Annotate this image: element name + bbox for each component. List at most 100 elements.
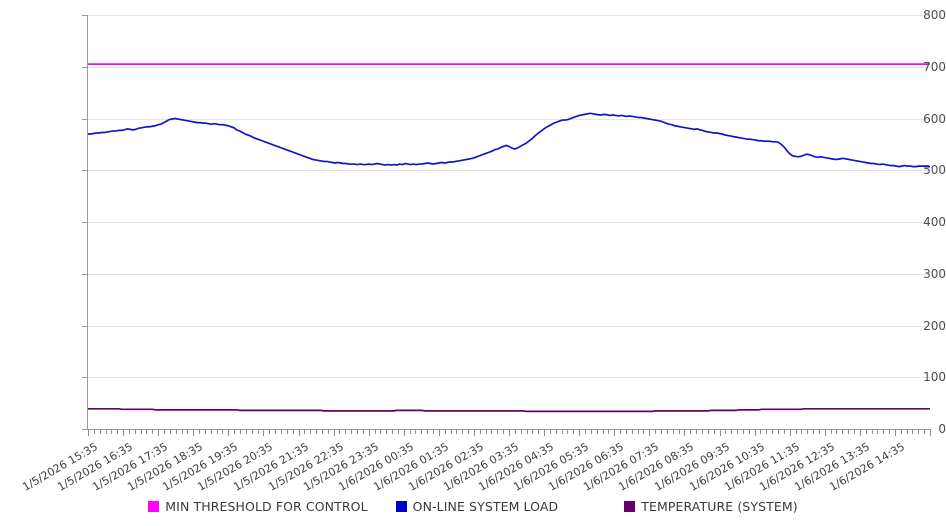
x-tick-mark-minor xyxy=(152,430,153,434)
x-tick-mark-major xyxy=(334,430,335,436)
legend-label: MIN THRESHOLD FOR CONTROL xyxy=(165,498,368,514)
x-tick-mark-minor xyxy=(240,430,241,434)
x-tick-mark-minor xyxy=(708,430,709,434)
x-tick-mark-minor xyxy=(281,430,282,434)
gridline-300 xyxy=(88,273,930,275)
x-tick-mark-minor xyxy=(591,430,592,434)
x-tick-mark-minor xyxy=(322,430,323,434)
legend-entry[interactable]: MIN THRESHOLD FOR CONTROL xyxy=(148,498,368,514)
y-tick-mark-400 xyxy=(82,222,88,223)
x-tick-mark-minor xyxy=(842,430,843,434)
x-tick-mark-major xyxy=(404,430,405,436)
x-tick-mark-minor xyxy=(532,430,533,434)
x-tick-mark-minor xyxy=(410,430,411,434)
x-tick-mark-minor xyxy=(550,430,551,434)
x-tick-mark-major xyxy=(649,430,650,436)
x-tick-mark-minor xyxy=(351,430,352,434)
x-tick-mark-minor xyxy=(807,430,808,434)
x-tick-mark-major xyxy=(123,430,124,436)
x-tick-mark-major xyxy=(895,430,896,436)
series-line xyxy=(88,113,930,166)
x-tick-mark-minor xyxy=(129,430,130,434)
x-tick-mark-minor xyxy=(889,430,890,434)
x-tick-mark-minor xyxy=(515,430,516,434)
x-tick-mark-minor xyxy=(585,430,586,434)
x-tick-mark-major xyxy=(579,430,580,436)
y-tick-label-700: 700 xyxy=(923,59,946,74)
y-tick-mark-100 xyxy=(82,377,88,379)
x-tick-mark-minor xyxy=(497,430,498,434)
y-tick-label-500: 500 xyxy=(923,163,946,178)
x-tick-mark-minor xyxy=(421,430,422,434)
x-tick-mark-minor xyxy=(503,430,504,434)
legend-swatch-icon xyxy=(395,500,407,512)
x-tick-mark-minor xyxy=(620,430,621,434)
x-tick-mark-minor xyxy=(94,430,95,434)
y-tick-label-0: 0 xyxy=(938,422,946,436)
x-tick-mark-minor xyxy=(486,430,487,434)
series-line xyxy=(88,409,930,412)
x-tick-mark-minor xyxy=(106,430,107,434)
x-tick-mark-major xyxy=(614,430,615,436)
x-tick-mark-minor xyxy=(445,430,446,434)
x-tick-mark-minor xyxy=(696,430,697,434)
x-tick-mark-major xyxy=(825,430,826,436)
x-tick-mark-minor xyxy=(901,430,902,434)
x-tick-mark-minor xyxy=(205,430,206,434)
x-tick-mark-minor xyxy=(527,430,528,434)
x-tick-mark-major xyxy=(474,430,475,436)
plot-area xyxy=(88,15,930,429)
x-tick-mark-minor xyxy=(907,430,908,434)
x-tick-mark-minor xyxy=(737,430,738,434)
x-tick-mark-minor xyxy=(293,430,294,434)
x-tick-mark-minor xyxy=(743,430,744,434)
x-tick-mark-minor xyxy=(673,430,674,434)
legend-entry[interactable]: ON-LINE SYSTEM LOAD xyxy=(395,499,559,514)
x-tick-mark-minor xyxy=(655,430,656,434)
x-tick-mark-minor xyxy=(562,430,563,434)
x-tick-mark-minor xyxy=(222,430,223,434)
x-tick-mark-minor xyxy=(801,430,802,434)
x-tick-mark-minor xyxy=(246,430,247,434)
x-tick-mark-minor xyxy=(766,430,767,434)
x-tick-mark-major xyxy=(88,430,89,436)
series-layer xyxy=(88,15,930,429)
x-tick-mark-major xyxy=(158,430,159,436)
x-tick-mark-minor xyxy=(304,430,305,434)
gridline-400 xyxy=(88,222,930,223)
x-tick-mark-minor xyxy=(141,430,142,434)
x-tick-mark-major xyxy=(544,430,545,436)
x-tick-mark-minor xyxy=(813,430,814,434)
x-tick-mark-minor xyxy=(714,430,715,434)
legend-swatch-icon xyxy=(148,500,160,512)
x-tick-mark-minor xyxy=(456,430,457,434)
x-tick-mark-minor xyxy=(427,430,428,434)
x-tick-mark-minor xyxy=(328,430,329,434)
x-tick-mark-major xyxy=(369,430,370,436)
x-tick-mark-minor xyxy=(170,430,171,434)
x-tick-mark-minor xyxy=(556,430,557,434)
x-tick-mark-minor xyxy=(269,430,270,434)
x-tick-mark-minor xyxy=(778,430,779,434)
x-tick-mark-minor xyxy=(760,430,761,434)
x-tick-mark-minor xyxy=(872,430,873,434)
x-tick-mark-major xyxy=(860,430,861,436)
y-tick-mark-700 xyxy=(82,66,88,68)
x-tick-mark-minor xyxy=(567,430,568,434)
gridline-200 xyxy=(88,325,930,327)
x-tick-mark-major xyxy=(439,430,440,436)
x-tick-mark-minor xyxy=(877,430,878,434)
x-tick-mark-major xyxy=(509,430,510,436)
x-tick-mark-minor xyxy=(182,430,183,434)
x-tick-mark-minor xyxy=(538,430,539,434)
gridline-600 xyxy=(88,118,930,120)
x-tick-mark-minor xyxy=(135,430,136,434)
x-tick-mark-major xyxy=(228,430,229,436)
legend-swatch-icon xyxy=(624,500,636,512)
legend-entry[interactable]: TEMPERATURE (SYSTEM) xyxy=(624,499,798,514)
x-tick-mark-minor xyxy=(690,430,691,434)
x-tick-mark-minor xyxy=(339,430,340,434)
x-tick-mark-minor xyxy=(848,430,849,434)
gridlines xyxy=(88,15,930,429)
